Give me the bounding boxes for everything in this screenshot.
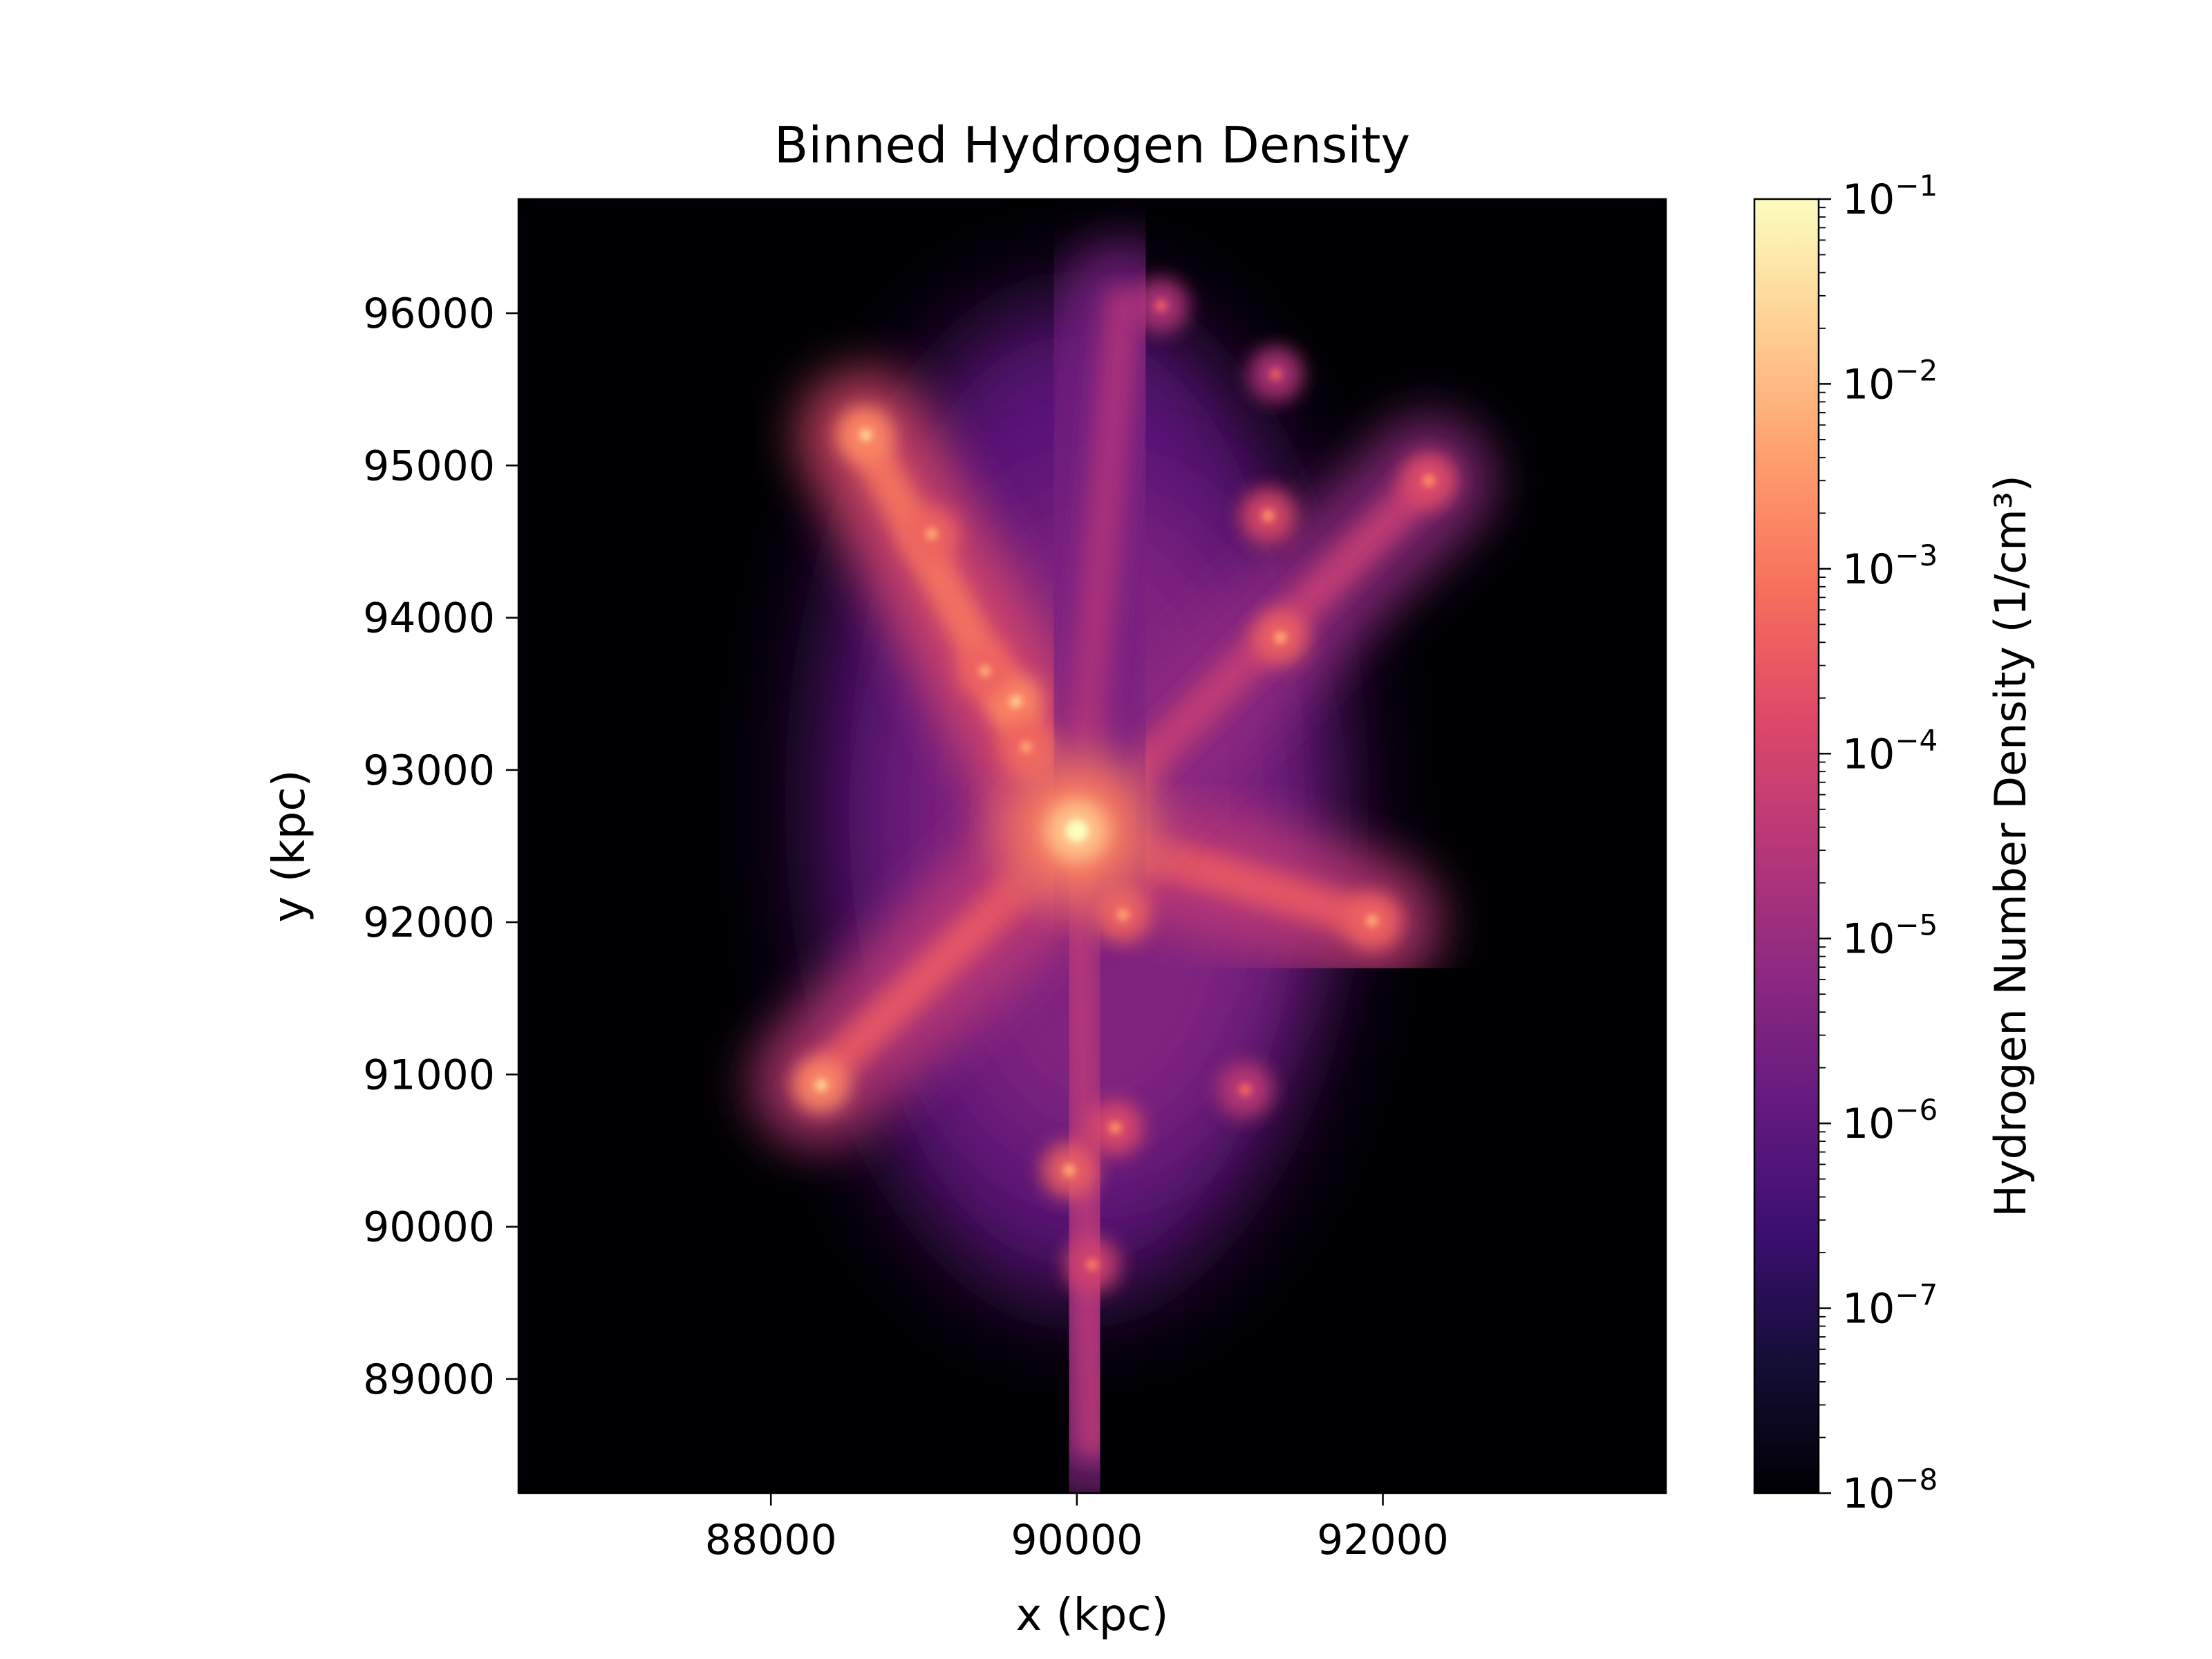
colorbar-tick-label: 10−7: [1842, 1278, 1938, 1333]
clump-core: [1020, 740, 1033, 753]
y-tick-label: 89000: [363, 1356, 495, 1404]
y-tick-label: 92000: [363, 899, 495, 947]
plot-area: [517, 198, 1667, 1494]
clump-core: [1062, 1164, 1076, 1177]
colorbar-tick-label: 10−1: [1842, 169, 1938, 224]
y-tick-label: 95000: [363, 442, 495, 490]
y-tick-label: 94000: [363, 594, 495, 643]
density-map: [751, 240, 1494, 1493]
clump-core: [1116, 908, 1130, 921]
clump-core: [925, 527, 938, 541]
x-axis: 88000 90000 92000 x (kpc): [705, 1493, 1449, 1641]
colorbar-gradient: [1754, 199, 1819, 1493]
y-tick-label: 96000: [363, 290, 495, 338]
x-axis-label: x (kpc): [1015, 1590, 1168, 1641]
colorbar-tick-label: 10−6: [1842, 1093, 1938, 1148]
filament-core: [1058, 286, 1142, 850]
clump-core: [1154, 299, 1168, 312]
core-peak: [1065, 819, 1088, 842]
colorbar-tick-label: 10−4: [1842, 723, 1938, 778]
clump-core: [1262, 509, 1275, 523]
x-tick-label: 92000: [1317, 1516, 1449, 1564]
clump-core: [1422, 474, 1435, 487]
y-axis: 89000 90000 91000 92000 93000 94000 95000 96000…: [264, 290, 518, 1404]
y-tick-label: 91000: [363, 1051, 495, 1099]
colorbar-tick-label: 10−8: [1842, 1463, 1938, 1518]
colorbar-tick-label: 10−5: [1842, 908, 1938, 964]
clump-core: [1274, 631, 1287, 644]
clump-core: [1239, 1083, 1252, 1096]
clump-core: [1109, 1121, 1122, 1134]
filament-core: [1058, 812, 1112, 1459]
y-tick-label: 93000: [363, 747, 495, 795]
clump-core: [979, 664, 992, 677]
y-tick-label: 90000: [363, 1203, 495, 1252]
clump-core: [1009, 695, 1022, 708]
chart-title: Binned Hydrogen Density: [774, 116, 1410, 174]
clump-core: [1366, 914, 1379, 927]
colorbar-tick-label: 10−2: [1842, 353, 1938, 409]
y-axis-label: y (kpc): [264, 769, 315, 922]
x-tick-label: 90000: [1011, 1516, 1143, 1564]
x-tick-label: 88000: [705, 1516, 837, 1564]
clump-core: [1086, 1258, 1098, 1271]
colorbar: 10−8 10−7 10−6 10−5 10−4 10−3 10−2 10−1 Hydroge…: [1753, 169, 2036, 1518]
colorbar-tick-label: 10−3: [1842, 538, 1938, 594]
clump-core: [859, 429, 872, 442]
colorbar-label: Hydrogen Number Density (1/cm³): [1985, 475, 2036, 1217]
colorbar-frame: [1753, 198, 1820, 1494]
clump-core: [815, 1078, 828, 1091]
clump-core: [1269, 368, 1282, 381]
plot-frame: [517, 198, 1667, 1494]
